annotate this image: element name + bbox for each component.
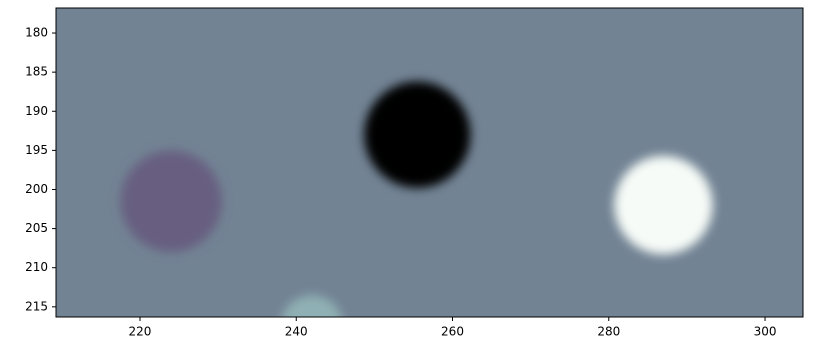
y-tick-label: 180 — [25, 26, 48, 40]
spot — [614, 156, 712, 255]
y-tick-label: 215 — [25, 299, 48, 313]
y-tick-label: 195 — [25, 143, 48, 157]
spot — [120, 150, 222, 252]
y-tick-label: 210 — [25, 260, 48, 274]
y-tick-label: 185 — [25, 65, 48, 79]
image-area — [56, 8, 803, 343]
x-tick-label: 260 — [441, 325, 464, 339]
x-tick-label: 300 — [754, 325, 777, 339]
y-tick-label: 200 — [25, 182, 48, 196]
x-tick-label: 220 — [129, 325, 152, 339]
x-tick-label: 280 — [597, 325, 620, 339]
y-tick-label: 190 — [25, 104, 48, 118]
x-tick-label: 240 — [285, 325, 308, 339]
chart: 220 240 260 280 300 180 185 190 195 200 205 210 215 — [0, 0, 820, 343]
spot — [364, 82, 470, 188]
y-tick-label: 205 — [25, 221, 48, 235]
